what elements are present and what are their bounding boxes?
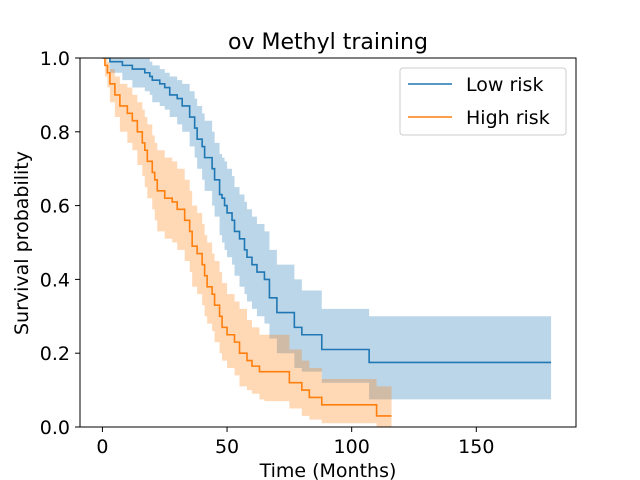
legend-label-high-risk: High risk (466, 107, 550, 129)
chart-title: ov Methyl training (228, 30, 428, 55)
legend-label-low-risk: Low risk (466, 74, 543, 96)
x-axis-ticks: 0 50 100 150 (96, 427, 494, 458)
x-tick-label: 50 (215, 436, 239, 458)
y-tick-label: 0.2 (40, 343, 70, 365)
y-tick-label: 0.0 (40, 417, 70, 439)
y-tick-label: 1.0 (40, 48, 70, 70)
y-tick-label: 0.8 (40, 122, 70, 144)
plot-frame (79, 57, 577, 428)
survival-curve-high-risk (102, 58, 392, 417)
x-axis-label: Time (Months) (259, 460, 397, 480)
y-axis-label: Survival probability (11, 151, 33, 335)
x-tick-label: 150 (458, 436, 494, 458)
y-tick-label: 0.6 (40, 196, 70, 218)
survival-curves (102, 58, 552, 417)
y-axis-ticks: 0.0 0.2 0.4 0.6 0.8 1.0 (40, 48, 80, 439)
legend: Low risk High risk (399, 67, 567, 136)
x-tick-label: 0 (96, 436, 108, 458)
confidence-band-low-risk (102, 58, 552, 400)
survival-curve-low-risk (102, 58, 552, 364)
x-tick-label: 100 (334, 436, 370, 458)
y-tick-label: 0.4 (40, 269, 70, 291)
